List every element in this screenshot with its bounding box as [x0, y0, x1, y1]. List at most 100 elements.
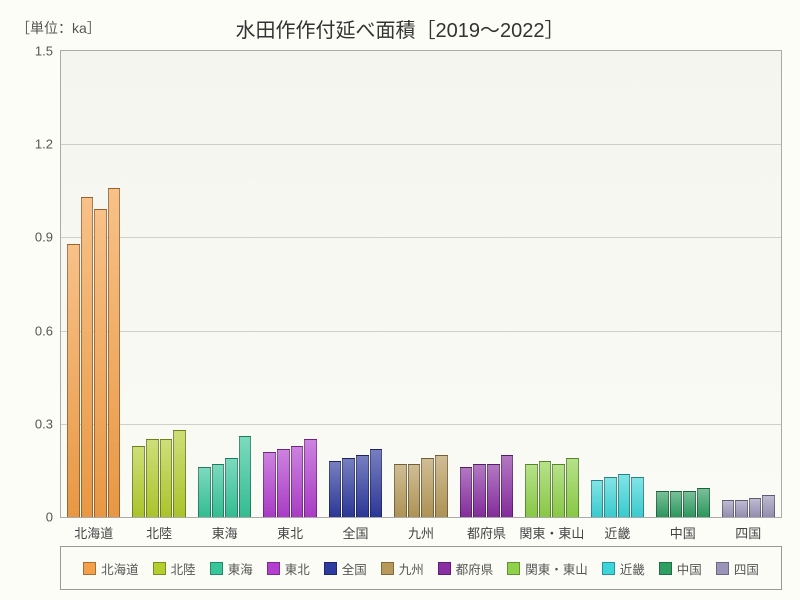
bar — [604, 477, 617, 517]
bar — [722, 500, 735, 517]
bar-group — [192, 51, 257, 517]
bar — [356, 455, 369, 517]
bar — [539, 461, 552, 517]
legend-item: 近畿 — [602, 559, 645, 578]
bar — [291, 446, 304, 517]
bar — [212, 464, 225, 517]
x-tick-label: 近畿 — [604, 517, 630, 542]
bar — [618, 474, 631, 517]
legend-item: 関東・東山 — [507, 559, 588, 578]
x-tick-label: 九州 — [408, 517, 434, 542]
legend-label: 近畿 — [620, 559, 645, 578]
x-tick-label: 東海 — [212, 517, 238, 542]
bar — [132, 446, 145, 517]
x-tick-label: 中国 — [670, 517, 696, 542]
bars-layer — [61, 51, 781, 517]
bar — [81, 197, 94, 517]
legend-swatch — [716, 562, 729, 575]
bar — [749, 498, 762, 517]
bar — [525, 464, 538, 517]
bar-group — [585, 51, 650, 517]
legend-swatch — [381, 562, 394, 575]
legend-item: 都府県 — [438, 559, 494, 578]
x-tick-label: 東北 — [277, 517, 303, 542]
bar-group — [126, 51, 191, 517]
x-tick-label: 四国 — [735, 517, 761, 542]
legend-item: 中国 — [659, 559, 702, 578]
bar — [435, 455, 448, 517]
legend-label: 東北 — [285, 559, 310, 578]
legend-item: 北海道 — [83, 559, 139, 578]
bar — [670, 491, 683, 517]
bar — [225, 458, 238, 517]
bar — [408, 464, 421, 517]
chart-container: ［単位：ka］ 水田作作付延べ面積［2019～2022］ 00.30.60.91… — [0, 0, 800, 600]
bar — [304, 439, 317, 517]
bar — [94, 209, 107, 517]
legend-swatch — [438, 562, 451, 575]
legend-swatch — [153, 562, 166, 575]
x-tick-label: 関東・東山 — [519, 517, 584, 542]
bar — [566, 458, 579, 517]
bar — [198, 467, 211, 517]
bar-group — [454, 51, 519, 517]
legend-label: 都府県 — [456, 559, 494, 578]
bar-group — [257, 51, 322, 517]
legend-label: 関東・東山 — [525, 559, 588, 578]
bar — [735, 500, 748, 517]
y-tick-label: 0.3 — [35, 416, 61, 431]
bar — [487, 464, 500, 517]
bar-group — [716, 51, 781, 517]
legend-swatch — [602, 562, 615, 575]
bar — [762, 495, 775, 517]
bar — [421, 458, 434, 517]
bar — [239, 436, 252, 517]
x-tick-label: 北海道 — [74, 517, 113, 542]
legend: 北海道北陸東海東北全国九州都府県関東・東山近畿中国四国 — [60, 546, 782, 590]
bar — [329, 461, 342, 517]
bar — [277, 449, 290, 517]
legend-item: 北陸 — [153, 559, 196, 578]
plot-area: 00.30.60.91.21.5北海道北陸東海東北全国九州都府県関東・東山近畿中… — [60, 50, 782, 518]
bar — [160, 439, 173, 517]
legend-label: 北海道 — [101, 559, 139, 578]
x-tick-label: 北陸 — [146, 517, 172, 542]
legend-item: 九州 — [381, 559, 424, 578]
legend-swatch — [324, 562, 337, 575]
y-tick-label: 0 — [46, 510, 61, 525]
bar — [697, 488, 710, 518]
bar — [683, 491, 696, 517]
bar — [263, 452, 276, 517]
bar — [370, 449, 383, 517]
bar — [460, 467, 473, 517]
bar-group — [388, 51, 453, 517]
legend-item: 東海 — [210, 559, 253, 578]
unit-label: ［単位：ka］ — [16, 18, 101, 38]
bar — [591, 480, 604, 517]
legend-label: 北陸 — [171, 559, 196, 578]
legend-swatch — [83, 562, 96, 575]
bar — [342, 458, 355, 517]
legend-item: 四国 — [716, 559, 759, 578]
y-tick-label: 0.6 — [35, 323, 61, 338]
legend-swatch — [507, 562, 520, 575]
legend-label: 四国 — [734, 559, 759, 578]
legend-label: 九州 — [399, 559, 424, 578]
bar — [173, 430, 186, 517]
legend-swatch — [267, 562, 280, 575]
y-tick-label: 0.9 — [35, 230, 61, 245]
bar — [473, 464, 486, 517]
bar — [146, 439, 159, 517]
x-tick-label: 全国 — [343, 517, 369, 542]
legend-swatch — [210, 562, 223, 575]
bar-group — [61, 51, 126, 517]
legend-label: 中国 — [677, 559, 702, 578]
bar — [108, 188, 121, 517]
chart-title: 水田作作付延べ面積［2019～2022］ — [236, 14, 565, 43]
bar — [67, 244, 80, 517]
legend-label: 東海 — [228, 559, 253, 578]
legend-swatch — [659, 562, 672, 575]
bar-group — [323, 51, 388, 517]
bar — [631, 477, 644, 517]
bar-group — [650, 51, 715, 517]
